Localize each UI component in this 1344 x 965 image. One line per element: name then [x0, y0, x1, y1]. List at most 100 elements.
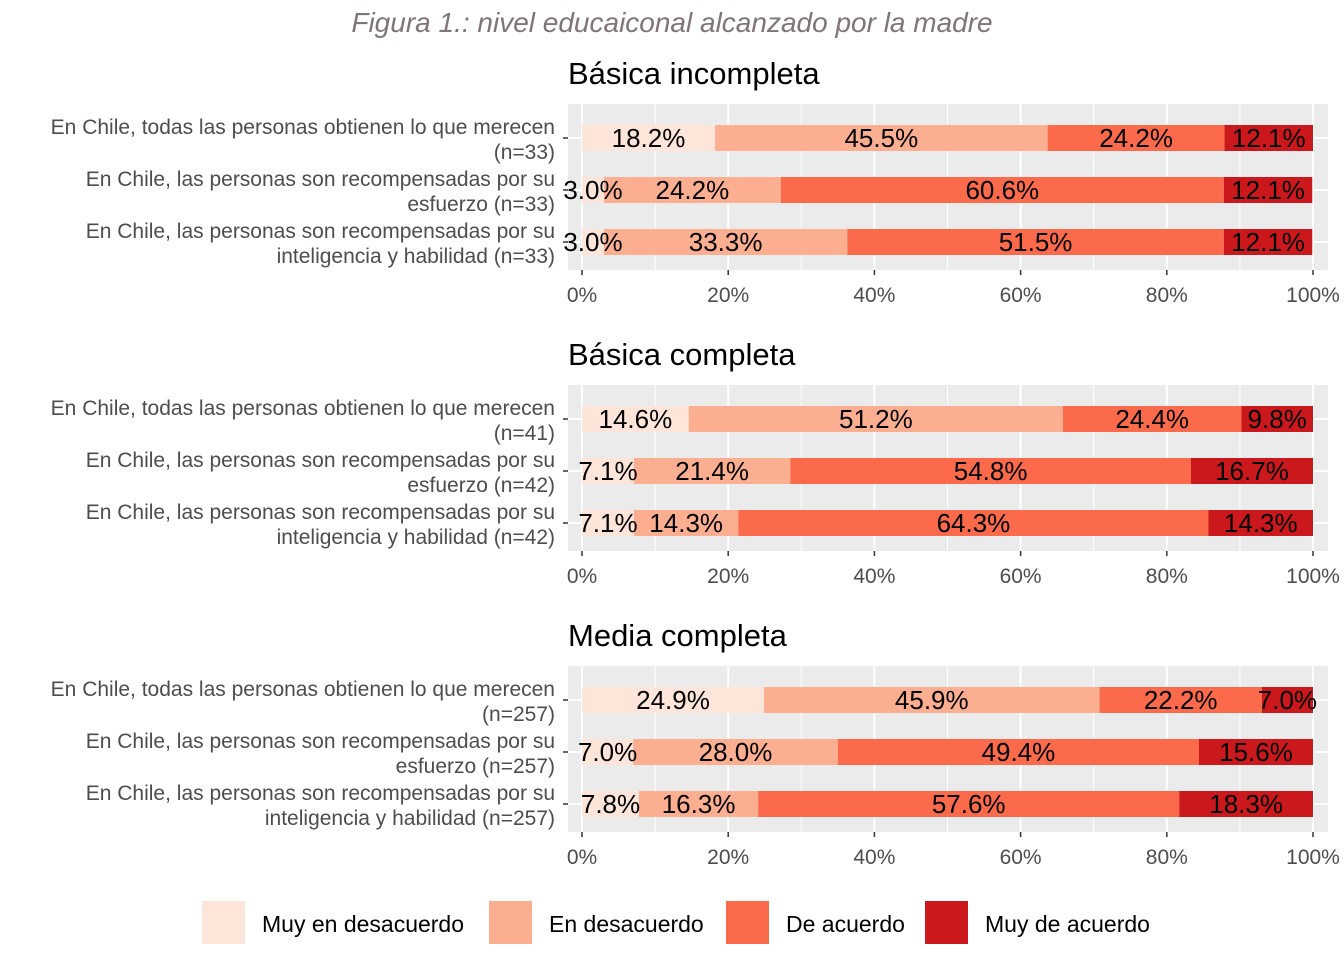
data-label: 24.4%: [1115, 404, 1189, 434]
bar-segment: [1261, 687, 1313, 713]
data-label: 33.3%: [689, 227, 763, 257]
bar-row: 7.1% 14.3% 64.3% 14.3%: [578, 508, 1313, 538]
panel-2: Media completa 24.9% 45.9% 22.2% 7.0% En Chil…: [51, 618, 1340, 869]
bar-segment: [582, 739, 634, 765]
x-tick-label: 0%: [567, 284, 597, 307]
panel-title: Básica incompleta: [568, 56, 820, 91]
x-tick-label: 80%: [1146, 565, 1188, 588]
bar-segment: [639, 791, 759, 817]
category-label: En Chile, las personas son recompensadas…: [86, 449, 555, 472]
x-tick-label: 80%: [1146, 846, 1188, 869]
legend-item: En desacuerdo: [489, 901, 704, 944]
category-label: inteligencia y habilidad (n=33): [277, 245, 555, 268]
data-label: 7.1%: [578, 456, 637, 486]
category-label: esfuerzo (n=33): [407, 193, 555, 216]
bar-segment: [1223, 229, 1313, 255]
legend-item: Muy de acuerdo: [925, 901, 1150, 944]
legend-key: [489, 901, 532, 944]
legend-key: [925, 901, 968, 944]
bar-segment: [1062, 406, 1242, 432]
data-label: 51.5%: [999, 227, 1073, 257]
bar-segment: [780, 177, 1224, 203]
x-axis: 0% 20% 40% 60% 80% 100%: [567, 270, 1340, 307]
data-label: 14.6%: [598, 404, 672, 434]
bar-segment: [1241, 406, 1313, 432]
data-label: 7.1%: [578, 508, 637, 538]
data-label: 28.0%: [699, 737, 773, 767]
bar-segment: [688, 406, 1063, 432]
data-label: 7.0%: [578, 737, 637, 767]
data-label: 45.9%: [895, 685, 969, 715]
bar-segment: [633, 458, 791, 484]
bar-segment: [1224, 125, 1313, 151]
bar-segment: [633, 510, 739, 536]
data-label: 16.3%: [662, 789, 736, 819]
x-tick-label: 100%: [1286, 565, 1340, 588]
data-label: 15.6%: [1219, 737, 1293, 767]
category-label: En Chile, las personas son recompensadas…: [86, 220, 555, 243]
bar-segment: [582, 687, 765, 713]
data-label: 57.6%: [932, 789, 1006, 819]
x-tick-label: 60%: [1000, 284, 1042, 307]
data-label: 14.3%: [649, 508, 723, 538]
bar-segment: [738, 510, 1209, 536]
bar-segment: [837, 739, 1199, 765]
legend-label: Muy de acuerdo: [985, 911, 1150, 937]
category-label: En Chile, las personas son recompensadas…: [86, 168, 555, 191]
bar-segment: [582, 406, 689, 432]
category-label: En Chile, las personas son recompensadas…: [86, 730, 555, 753]
legend-item: Muy en desacuerdo: [202, 901, 464, 944]
bar-segment: [1223, 177, 1313, 203]
data-label: 3.0%: [563, 175, 622, 205]
category-label: En Chile, todas las personas obtienen lo…: [51, 678, 555, 701]
x-tick-label: 40%: [853, 846, 895, 869]
bar-segment: [582, 791, 640, 817]
bar-row: 3.0% 33.3% 51.5% 12.1%: [563, 227, 1313, 257]
data-label: 7.0%: [1258, 685, 1317, 715]
data-label: 14.3%: [1224, 508, 1298, 538]
category-label: (n=41): [494, 422, 555, 445]
x-tick-label: 20%: [707, 565, 749, 588]
legend-item: De acuerdo: [726, 901, 905, 944]
x-tick-label: 100%: [1286, 846, 1340, 869]
data-label: 54.8%: [954, 456, 1028, 486]
bar-segment: [715, 125, 1048, 151]
category-label: En Chile, las personas son recompensadas…: [86, 501, 555, 524]
legend-label: Muy en desacuerdo: [262, 911, 464, 937]
bar-segment: [1047, 125, 1225, 151]
bar-row: 3.0% 24.2% 60.6% 12.1%: [563, 175, 1313, 205]
data-label: 3.0%: [563, 227, 622, 257]
bar-segment: [582, 177, 604, 203]
data-label: 24.2%: [1099, 123, 1173, 153]
bar-row: 7.8% 16.3% 57.6% 18.3%: [581, 789, 1313, 819]
bar-segment: [847, 229, 1224, 255]
data-label: 12.1%: [1232, 123, 1306, 153]
category-label: inteligencia y habilidad (n=42): [277, 526, 555, 549]
data-label: 12.1%: [1231, 227, 1305, 257]
data-label: 24.2%: [656, 175, 730, 205]
bar-row: 7.0% 28.0% 49.4% 15.6%: [578, 737, 1313, 767]
bar-segment: [1208, 510, 1313, 536]
bar-segment: [758, 791, 1180, 817]
data-label: 12.1%: [1231, 175, 1305, 205]
legend-key: [726, 901, 769, 944]
panel-0: Básica incompleta 18.2% 45.5% 24.2% 12.1% En …: [51, 56, 1340, 307]
bar-row: 18.2% 45.5% 24.2% 12.1%: [582, 123, 1313, 153]
data-label: 16.7%: [1215, 456, 1289, 486]
bar-segment: [1198, 739, 1313, 765]
x-tick-label: 0%: [567, 565, 597, 588]
category-label: esfuerzo (n=42): [407, 474, 555, 497]
category-label: esfuerzo (n=257): [396, 755, 555, 778]
data-label: 18.3%: [1209, 789, 1283, 819]
bar-segment: [1099, 687, 1262, 713]
bar-row: 24.9% 45.9% 22.2% 7.0%: [582, 685, 1317, 715]
x-tick-label: 60%: [1000, 846, 1042, 869]
x-axis: 0% 20% 40% 60% 80% 100%: [567, 832, 1340, 869]
x-tick-label: 20%: [707, 846, 749, 869]
x-tick-label: 40%: [853, 284, 895, 307]
data-label: 21.4%: [675, 456, 749, 486]
data-label: 45.5%: [844, 123, 918, 153]
x-axis: 0% 20% 40% 60% 80% 100%: [567, 551, 1340, 588]
